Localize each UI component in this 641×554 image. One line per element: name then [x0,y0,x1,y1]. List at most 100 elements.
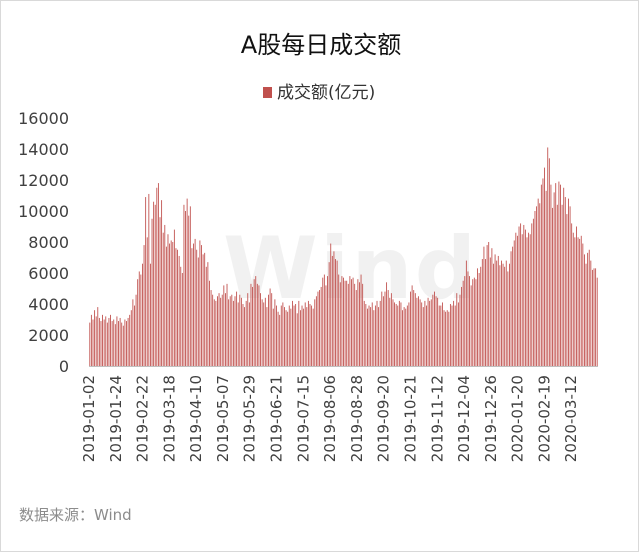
bar [491,248,493,366]
bar [560,184,561,366]
bar [386,282,388,366]
bar [209,280,210,366]
bar [403,307,405,366]
bar [317,291,319,366]
bar [240,297,242,366]
bar [585,263,587,366]
bar [333,251,335,366]
bar [280,305,282,366]
bar [157,183,159,366]
bar [501,260,502,366]
y-tick-label: 4000 [28,295,69,314]
bar [138,271,140,366]
bar [330,243,332,366]
bar [434,291,435,366]
bar [477,268,478,366]
bar [311,305,313,366]
bar [465,260,467,366]
bar [114,324,116,366]
bar [416,297,418,366]
bar [201,245,202,366]
bar [483,246,485,366]
bar [228,299,230,366]
bar [293,305,295,366]
bar [335,259,336,366]
bar [510,251,512,366]
bar [148,193,150,366]
bar [523,224,525,366]
bar [146,237,148,366]
bar [419,299,421,366]
bar [328,262,330,366]
bar [290,308,292,366]
bar [320,286,322,366]
bar [593,268,595,366]
bar [446,310,448,366]
bar [140,274,142,366]
bar [256,283,258,366]
bar [526,237,528,366]
bar [470,285,472,366]
x-tick-label: 2019-04-10 [187,375,205,462]
bar [271,293,273,366]
y-tick-label: 8000 [28,233,69,252]
bar [545,190,547,366]
bar [424,300,426,366]
bar [264,297,266,366]
bar [496,260,498,366]
x-tick-label: 2019-12-26 [482,375,500,462]
bar [443,310,445,366]
bar [323,274,325,366]
bar [457,302,459,366]
bar [418,296,419,366]
bar [258,285,260,366]
bar [462,280,464,366]
bar [422,307,424,366]
bar [453,300,455,366]
bar [521,234,523,366]
bar [121,322,123,366]
bar [480,266,482,366]
y-tick-label: 2000 [28,326,69,345]
bar [370,307,372,366]
bar [170,240,172,366]
bar [217,296,218,366]
bar [296,313,298,366]
bar [134,305,135,366]
y-axis: 0 2000 4000 6000 8000 10000 12000 14000 16000 [18,109,69,376]
x-axis: 2019-01-02 2019-01-24 2019-02-22 2019-03-18… [80,366,598,462]
bar [368,305,370,366]
bar [378,307,380,366]
bar [343,277,344,366]
bar [106,322,108,366]
bar [223,285,225,366]
bar [226,283,228,366]
x-tick-label: 2019-09-20 [375,375,393,462]
bar [394,302,395,366]
bar [494,254,496,366]
bar [459,294,461,366]
bar [406,305,408,366]
bar [563,187,565,366]
bar [135,294,137,366]
bar [513,240,515,366]
bar [183,204,185,366]
x-tick-label: 2019-10-21 [401,375,419,462]
x-tick-label: 2019-07-15 [294,375,312,462]
bar [421,302,423,366]
bar [178,255,180,366]
bar [276,305,277,366]
bar [220,297,222,366]
bar [351,279,352,366]
y-tick-label: 0 [59,357,69,376]
x-tick-label: 2019-05-29 [241,375,259,462]
y-tick-label: 6000 [28,264,69,283]
bar [269,288,271,366]
x-tick-label: 2019-03-18 [160,375,178,462]
bar [277,311,279,366]
bar [534,211,536,366]
bar [445,311,447,366]
bar [596,277,598,366]
bar [193,243,194,366]
bar [263,302,265,366]
